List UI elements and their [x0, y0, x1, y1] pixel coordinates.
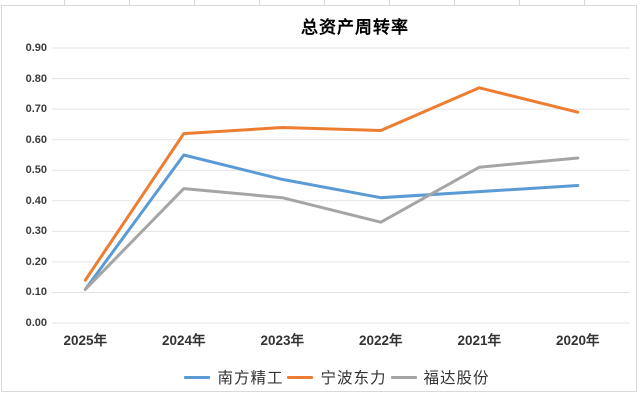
chart-title: 总资产周转率	[301, 18, 409, 37]
x-tick-label: 2025年	[63, 333, 108, 348]
y-tick-label: 0.70	[25, 103, 47, 116]
y-tick-label: 0.00	[25, 317, 47, 329]
legend-item: 福达股份	[390, 366, 490, 388]
y-tick-label: 0.90	[25, 42, 47, 55]
legend-label: 宁波东力	[320, 370, 387, 387]
legend-item: 南方精工	[184, 366, 283, 388]
series-line-福达股份	[83, 156, 580, 291]
series-line-南方精工	[83, 153, 580, 291]
series-line-宁波东力	[83, 86, 580, 282]
legend-swatch-icon	[390, 375, 417, 379]
y-tick-label: 0.30	[25, 225, 47, 238]
x-tick-label: 2020年	[555, 333, 600, 348]
legend-swatch-icon	[184, 375, 211, 379]
y-tick-label: 0.10	[25, 286, 47, 299]
legend-label: 福达股份	[423, 370, 490, 387]
legend-swatch-icon	[287, 375, 314, 379]
y-tick-label: 0.80	[25, 72, 47, 85]
legend-label: 南方精工	[217, 370, 284, 387]
chart-frame	[1, 5, 637, 392]
x-tick-label: 2022年	[358, 333, 403, 348]
y-tick-label: 0.50	[25, 164, 47, 177]
chart-legend: 南方精工 宁波东力 福达股份	[0, 366, 640, 388]
spreadsheet-grid-strip	[0, 0, 640, 5]
x-tick-label: 2021年	[457, 333, 502, 348]
y-tick-label: 0.60	[25, 133, 47, 146]
y-tick-label: 0.40	[25, 194, 47, 207]
y-tick-label: 0.20	[25, 255, 47, 268]
x-tick-label: 2024年	[161, 333, 206, 348]
legend-item: 宁波东力	[287, 366, 386, 388]
x-tick-label: 2023年	[260, 333, 305, 348]
